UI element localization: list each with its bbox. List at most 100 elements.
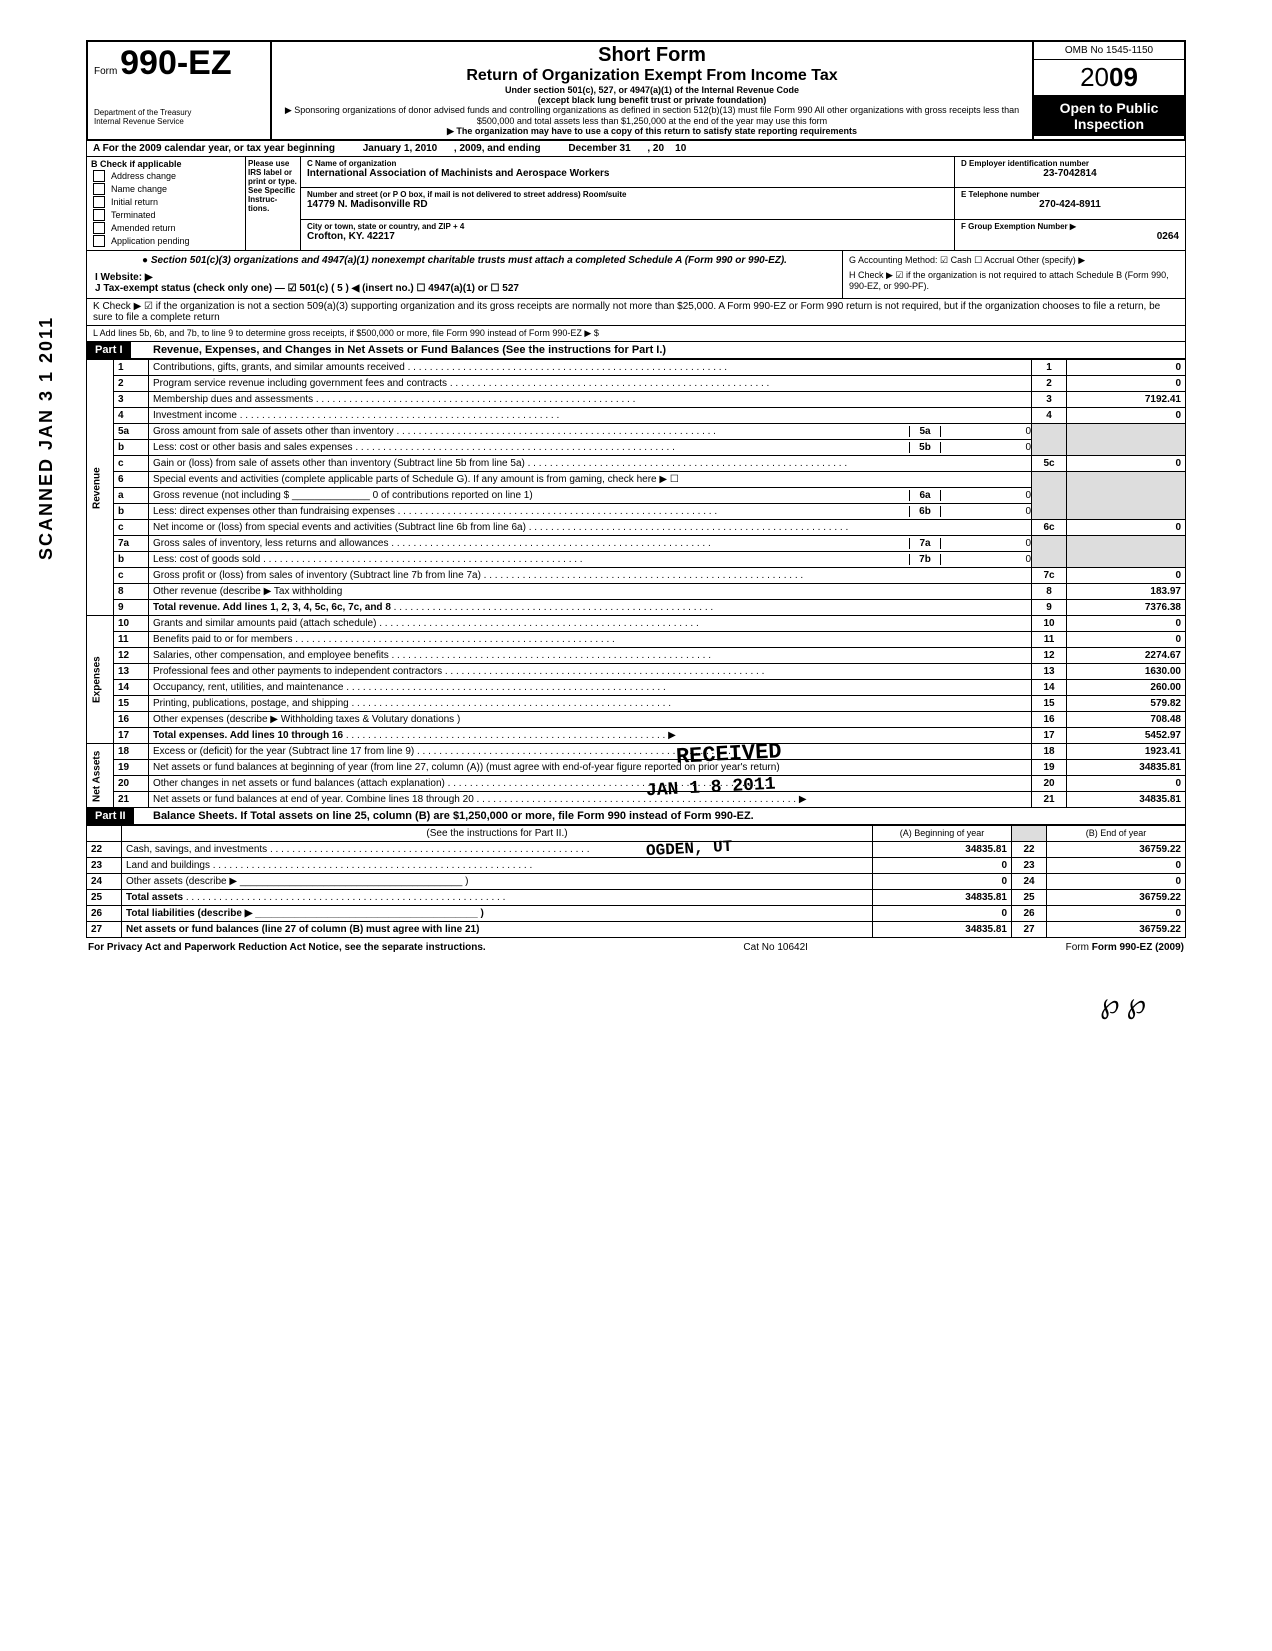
row-a: A For the 2009 calendar year, or tax yea… [86,141,1186,157]
part2-title: Balance Sheets. If Total assets on line … [147,808,1185,824]
l18-a: 1923.41 [1067,744,1186,760]
l15-d: Printing, publications, postage, and shi… [153,698,349,709]
row-a-label: A For the 2009 calendar year, or tax yea… [93,143,335,154]
section-501-gh: ● Section 501(c)(3) organizations and 49… [86,251,1186,299]
c-street-lbl: Number and street (or P O box, if mail i… [307,190,948,199]
l12-d: Salaries, other compensation, and employ… [153,650,389,661]
line-i: I Website: ▶ [95,272,153,283]
b27-a: 34835.81 [873,922,1012,938]
chk-pending[interactable]: Application pending [91,235,241,247]
l6b-s: 0 [940,506,1031,517]
row-a-yval: 10 [675,143,686,154]
form-number: 990-EZ [120,44,232,82]
line-l: L Add lines 5b, 6b, and 7b, to line 9 to… [86,326,1186,342]
b23-b: 0 [1047,858,1186,874]
row-a-end: December 31 [568,143,630,154]
l7b-d: Less: cost of goods sold [153,554,260,565]
b26-b: 0 [1047,906,1186,922]
l1-d: Contributions, gifts, grants, and simila… [153,362,405,373]
year-bold: 09 [1109,62,1138,92]
l14-d: Occupancy, rent, utilities, and maintena… [153,682,343,693]
expenses-side: Expenses [87,616,114,744]
chk-name[interactable]: Name change [91,183,241,195]
l3-d: Membership dues and assessments [153,394,313,405]
e-lbl: E Telephone number [961,190,1179,199]
header-right: OMB No 1545-1150 2009 Open to Public Ins… [1034,42,1184,139]
line-k: K Check ▶ ☑ if the organization is not a… [86,299,1186,326]
l13-a: 1630.00 [1067,664,1186,680]
col-label: Please use IRS label or print or type. S… [246,157,301,250]
title-short-form: Short Form [278,44,1026,67]
l6a-d: Gross revenue (not including $ _________… [153,490,533,501]
b-label: B Check if applicable [91,159,182,169]
title-return: Return of Organization Exempt From Incom… [278,67,1026,85]
l11-d: Benefits paid to or for members [153,634,293,645]
part1-header: Part I Revenue, Expenses, and Changes in… [86,342,1186,359]
c-city: Crofton, KY. 42217 [307,231,395,242]
l1-a: 0 [1067,360,1186,376]
l2-d: Program service revenue including govern… [153,378,447,389]
omb-number: OMB No 1545-1150 [1034,42,1184,60]
chk-terminated[interactable]: Terminated [91,209,241,221]
scanned-stamp: SCANNED JAN 3 1 2011 [36,316,57,560]
l20-a: 0 [1067,776,1186,792]
l7c-d: Gross profit or (loss) from sales of inv… [153,570,481,581]
footer: For Privacy Act and Paperwork Reduction … [86,938,1186,957]
part1-title: Revenue, Expenses, and Changes in Net As… [147,342,1185,358]
l19-a: 34835.81 [1067,760,1186,776]
b26-d: Total liabilities (describe ▶ __________… [126,908,484,919]
b22-b: 36759.22 [1047,842,1186,858]
header-left: Form 990-EZ Department of the Treasury I… [88,42,272,139]
l21-d: Net assets or fund balances at end of ye… [153,794,474,805]
l7a-d: Gross sales of inventory, less returns a… [153,538,388,549]
row-a-mid: , 2009, and ending [454,143,541,154]
l17-d: Total expenses. Add lines 10 through 16 [153,730,343,741]
row-a-y: , 20 [647,143,664,154]
l6b-d: Less: direct expenses other than fundrai… [153,506,395,517]
l6a-s: 0 [940,490,1031,501]
footer-right: Form 990-EZ (2009) [1092,942,1184,953]
l7c-a: 0 [1067,568,1186,584]
l7b-s: 0 [940,554,1031,565]
b24-d: Other assets (describe ▶ _______________… [126,876,468,887]
footer-mid: Cat No 10642I [743,942,808,953]
l5b-s: 0 [940,442,1031,453]
b23-d: Land and buildings [126,860,210,871]
c-street: 14779 N. Madisonville RD [307,199,428,210]
chk-initial[interactable]: Initial return [91,196,241,208]
l5c-a: 0 [1067,456,1186,472]
l3-a: 7192.41 [1067,392,1186,408]
b22-a: 34835.81 [873,842,1012,858]
l6-d: Special events and activities (complete … [153,474,679,485]
l4-d: Investment income [153,410,237,421]
l16-a: 708.48 [1067,712,1186,728]
b22-d: Cash, savings, and investments [126,844,267,855]
l8-a: 183.97 [1067,584,1186,600]
l9-a: 7376.38 [1067,600,1186,616]
b27-b: 36759.22 [1047,922,1186,938]
initials: ℘ ℘ [86,987,1186,1021]
l16-d: Other expenses (describe ▶ Withholding t… [153,714,460,725]
l2-a: 0 [1067,376,1186,392]
colA-head: (A) Beginning of year [873,826,1012,842]
l6c-a: 0 [1067,520,1186,536]
b25-d: Total assets [126,892,183,903]
chk-address[interactable]: Address change [91,170,241,182]
sec501-note: ● Section 501(c)(3) organizations and 49… [95,255,834,266]
c-name-lbl: C Name of organization [307,159,948,168]
year-prefix: 20 [1080,62,1109,92]
l14-a: 260.00 [1067,680,1186,696]
l5c-d: Gain or (loss) from sale of assets other… [153,458,525,469]
part2-header: Part II Balance Sheets. If Total assets … [86,808,1186,825]
l21-a: 34835.81 [1067,792,1186,808]
b25-b: 36759.22 [1047,890,1186,906]
l7a-s: 0 [940,538,1031,549]
l9-d: Total revenue. Add lines 1, 2, 3, 4, 5c,… [153,602,391,613]
l19-d: Net assets or fund balances at beginning… [153,762,780,773]
col-b: B Check if applicable Address change Nam… [87,157,246,250]
l20-d: Other changes in net assets or fund bala… [153,778,445,789]
l5b-d: Less: cost or other basis and sales expe… [153,442,353,453]
l5a-d: Gross amount from sale of assets other t… [153,426,394,437]
l4-a: 0 [1067,408,1186,424]
chk-amended[interactable]: Amended return [91,222,241,234]
